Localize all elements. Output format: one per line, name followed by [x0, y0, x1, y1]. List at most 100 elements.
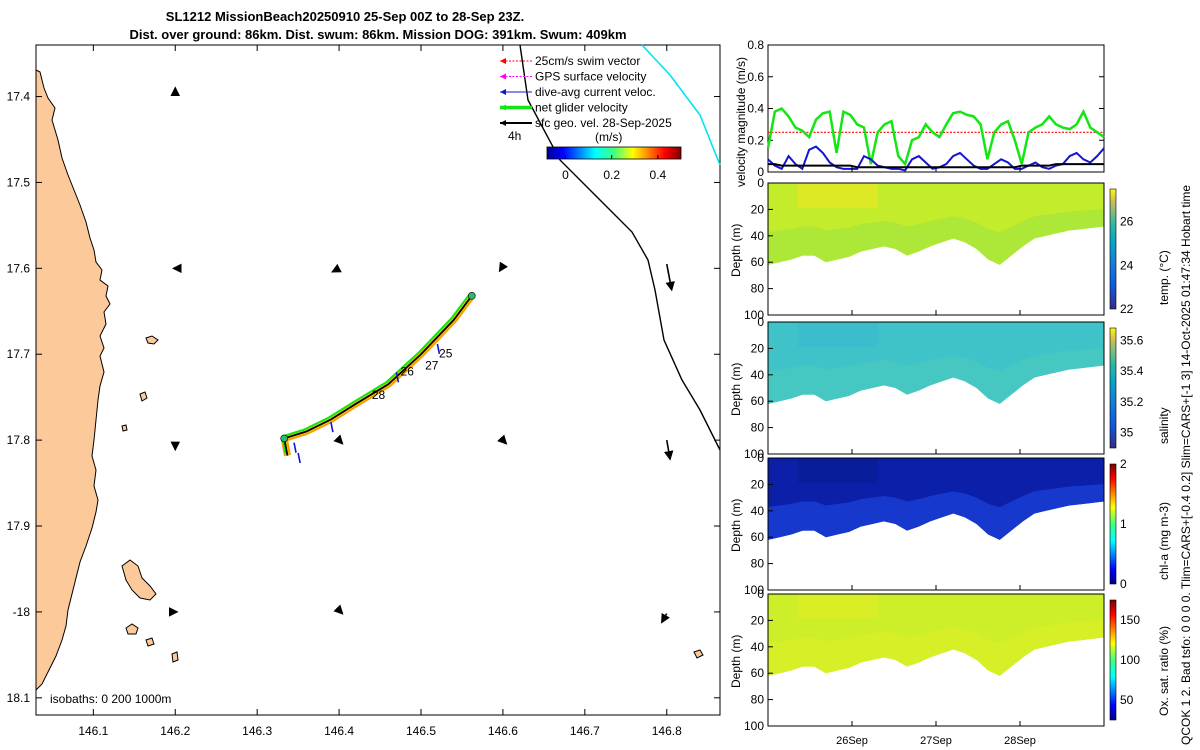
map-x-tick-label: 146.6 [488, 724, 518, 738]
section-colorbar-tick-label: 35 [1120, 426, 1134, 440]
time-tick-label: 26Sep [836, 735, 868, 747]
legend-arrowhead [500, 104, 506, 111]
mainland [35, 69, 111, 692]
map-x-tick-label: 146.8 [652, 724, 682, 738]
title-line-1: SL1212 MissionBeach20250910 25-Sep 00Z t… [166, 9, 524, 24]
depth-tick-label: 100 [744, 447, 764, 461]
map-x-tick-label: 146.2 [160, 724, 190, 738]
depth-tick-label: 0 [757, 176, 764, 190]
sfc-geo-vector [333, 434, 344, 445]
dive-avg-arrow [395, 372, 400, 383]
sfc-geo-vector [331, 263, 342, 273]
map-x-ticks: 146.1 146.2 146.3 146.4 146.5 146.6 146.7 146.8 [78, 45, 682, 738]
section-lower-layer [768, 620, 1104, 676]
island-7 [693, 649, 704, 659]
map-y-tick-label: 17.4 [7, 90, 31, 104]
depth-axis-label: Depth (m) [729, 635, 743, 688]
dive-avg-arrow [293, 442, 297, 453]
isobath-1000m [641, 44, 721, 166]
legend-arrowhead [500, 120, 506, 126]
dive-avg-arrow [297, 452, 301, 464]
legend-label: dive-avg current veloc. [535, 85, 656, 99]
section-panel-chl: 0 20 40 60 80 100 Depth (m) 0 1 2 chl-a (mg m-3) [729, 451, 1171, 597]
velocity-y-tick-label: 0.6 [747, 70, 764, 84]
legend-arrowhead [500, 73, 506, 80]
depth-tick-label: 100 [744, 719, 764, 733]
section-colorbar-tick-label: 1 [1120, 517, 1127, 531]
map-y-tick-label: 17.9 [7, 519, 31, 533]
section-panel-oxy: 0 20 40 60 80 100 Depth (m) 50 100 150 Ox. sat. ra… [729, 587, 1171, 733]
depth-tick-label: 0 [757, 587, 764, 601]
section-colorbar-tick-label: 0 [1120, 577, 1127, 591]
depth-tick-label: 80 [751, 282, 765, 296]
section-colorbar-tick-label: 150 [1120, 613, 1140, 627]
map-y-tick-label: -18 [13, 605, 31, 619]
depth-tick-label: 20 [751, 613, 765, 627]
dive-avg-arrow [330, 421, 334, 433]
time-axis-ticks: 26Sep 27Sep 28Sep [836, 167, 1036, 747]
velocity-y-ticks: 0 0.2 0.4 0.6 0.8 [747, 38, 1104, 179]
depth-tick-label: 20 [751, 341, 765, 355]
track-end-marker [280, 434, 289, 443]
section-colorbar-label: Ox. sat. ratio (%) [1157, 626, 1171, 716]
sfc-geo-vector [498, 261, 508, 273]
section-colorbar-tick-label: 24 [1120, 258, 1134, 272]
map-y-ticks: 17.4 17.5 17.6 17.7 17.8 17.9 -18 18.1 [7, 90, 720, 705]
legend-label: GPS surface velocity [535, 70, 646, 84]
day-label: 25 [439, 347, 453, 361]
depth-tick-label: 60 [751, 530, 765, 544]
section-colorbar-label: temp. (°C) [1157, 250, 1171, 305]
map-frame [35, 44, 721, 716]
colorbar-ticks: 0 0.2 0.4 [562, 155, 667, 182]
island-8 [121, 424, 128, 432]
depth-tick-label: 20 [751, 477, 765, 491]
legend-arrowhead [500, 89, 506, 95]
section-colorbar-tick-label: 100 [1120, 653, 1140, 667]
depth-tick-label: 100 [744, 583, 764, 597]
legend-label: sfc geo. vel. 28-Sep-2025 [535, 116, 672, 130]
depth-tick-label: 100 [744, 308, 764, 322]
velocity-y-tick-label: 0.8 [747, 38, 764, 52]
dive-avg-arrow [436, 343, 441, 355]
sfc-geo-vector [333, 604, 344, 615]
map-x-tick-label: 146.3 [242, 724, 272, 738]
map-x-tick-label: 146.7 [570, 724, 600, 738]
sfc-geo-vector [661, 612, 670, 624]
map-y-tick-label: 17.8 [7, 433, 31, 447]
map-x-tick-label: 146.5 [406, 724, 436, 738]
depth-tick-label: 20 [751, 202, 765, 216]
velocity-panel: 0 0.2 0.4 0.6 0.8 velocity magnitude (m/s) [734, 38, 1105, 187]
time-tick-label: 28Sep [1004, 735, 1036, 747]
island-4 [139, 391, 148, 402]
side-note: QCOK 1 2. Bad tsfo: 0 0 0 0. Tlim=CARS+[… [1179, 185, 1193, 745]
depth-tick-label: 40 [751, 504, 765, 518]
map-y-tick-label: 17.6 [7, 261, 31, 275]
section-colorbar-tick-label: 35.4 [1120, 364, 1144, 378]
colorbar [546, 146, 682, 160]
track-start-marker [467, 292, 476, 300]
section-colorbar-label: chl-a (mg m-3) [1157, 502, 1171, 580]
map-x-tick-label: 146.1 [78, 724, 108, 738]
legend-label: net glider velocity [535, 101, 628, 115]
sfc-geo-vector [497, 434, 508, 445]
track-line [283, 295, 473, 456]
velocity-y-tick-label: 0 [757, 165, 764, 179]
island-2 [125, 623, 139, 635]
depth-tick-label: 40 [751, 640, 765, 654]
depth-tick-label: 80 [751, 421, 765, 435]
legend-label: 25cm/s swim vector [535, 54, 640, 68]
depth-tick-label: 80 [751, 693, 765, 707]
map-panel: 146.1 146.2 146.3 146.4 146.5 146.6 146.7 146.8… [7, 44, 721, 738]
island-5 [145, 637, 155, 647]
velocity-y-tick-label: 0.4 [747, 102, 764, 116]
colorbar-tick-label: 0.4 [650, 168, 667, 182]
track-net-velocity [281, 293, 471, 454]
depth-tick-label: 0 [757, 315, 764, 329]
legend-arrowhead [500, 58, 506, 64]
depth-axis-label: Depth (m) [729, 224, 743, 277]
legend-4h: 4h [508, 129, 521, 143]
net-glider-velocity-series [766, 106, 1105, 167]
